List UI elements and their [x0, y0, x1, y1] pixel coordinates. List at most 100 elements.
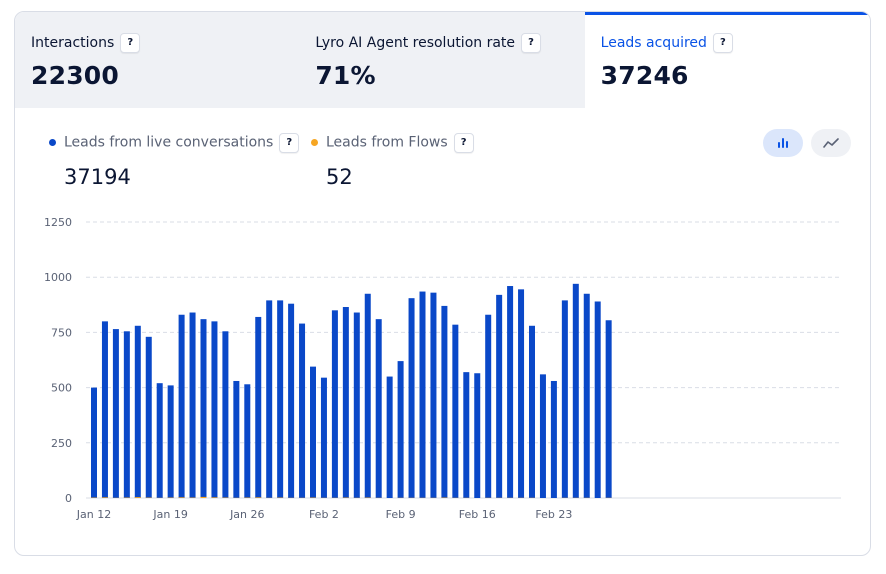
series-dot-icon: [49, 139, 56, 146]
bar-live-conversations: [310, 366, 316, 498]
tab-interactions[interactable]: Interactions? 22300: [15, 12, 300, 108]
bar-flows: [200, 496, 207, 498]
bar-live-conversations: [518, 289, 525, 498]
bar-live-conversations: [167, 385, 174, 498]
legend-live-conversations[interactable]: Leads from live conversations? 37194: [49, 132, 300, 189]
bar-live-conversations: [419, 291, 426, 498]
bar-live-conversations: [507, 286, 514, 498]
bar-live-conversations: [474, 373, 481, 498]
x-tick-label: Feb 16: [459, 508, 496, 521]
line-chart-icon: [823, 138, 839, 148]
x-tick-label: Feb 9: [386, 508, 416, 521]
bar-live-conversations: [211, 321, 218, 498]
bar-live-conversations: [222, 331, 229, 498]
help-icon[interactable]: ?: [453, 132, 474, 153]
bar-live-conversations: [605, 320, 612, 498]
bar-live-conversations: [364, 293, 371, 498]
bar-live-conversations: [397, 361, 404, 498]
y-tick-label: 0: [65, 492, 72, 505]
bar-chart-icon: [778, 138, 788, 148]
bar-live-conversations: [112, 329, 119, 498]
leads-bar-chart: 0 250 500 750 1000 1250 Jan 12 Jan 19 Jan 26 Feb …: [44, 216, 841, 521]
bar-live-conversations: [452, 324, 459, 498]
legend-label: Leads from Flows: [326, 134, 448, 151]
bar-live-conversations: [441, 305, 448, 498]
bar-live-conversations: [277, 300, 284, 498]
tab-header: Interactions?: [31, 32, 299, 53]
bar-chart-toggle[interactable]: [763, 129, 803, 157]
bar-live-conversations: [594, 301, 601, 498]
bar-live-conversations: [539, 374, 546, 498]
y-tick-label: 750: [51, 326, 72, 339]
y-tick-label: 1000: [44, 271, 72, 284]
bar-live-conversations: [299, 323, 306, 498]
legend-label: Leads from live conversations: [64, 134, 274, 151]
bar-flows: [178, 497, 185, 498]
x-tick-label: Jan 26: [229, 508, 264, 521]
legend-value: 52: [326, 164, 353, 189]
help-icon[interactable]: ?: [120, 32, 141, 53]
bar-live-conversations: [331, 310, 338, 498]
bar-live-conversations: [496, 294, 503, 498]
bar-live-conversations: [134, 325, 141, 498]
bar-live-conversations: [91, 387, 97, 498]
bar-live-conversations: [145, 336, 152, 498]
bar-live-conversations: [561, 300, 568, 498]
help-icon[interactable]: ?: [521, 32, 542, 53]
legend-flows[interactable]: Leads from Flows? 52: [311, 132, 474, 189]
bar-flows: [101, 497, 108, 498]
help-icon[interactable]: ?: [279, 132, 300, 153]
x-tick-label: Jan 19: [152, 508, 187, 521]
tab-value: 37246: [600, 60, 689, 90]
tab-header: Lyro AI Agent resolution rate?: [315, 32, 584, 53]
bar-live-conversations: [288, 303, 295, 498]
bar-live-conversations: [572, 283, 579, 498]
bar-live-conversations: [430, 292, 437, 498]
bar-live-conversations: [244, 384, 251, 498]
tab-leads-acquired[interactable]: Leads acquired? 37246: [584, 12, 870, 108]
bar-live-conversations: [255, 316, 262, 498]
bar-flows: [134, 497, 141, 498]
x-tick-label: Feb 23: [535, 508, 572, 521]
bar-live-conversations: [156, 383, 163, 498]
tab-value: 71%: [315, 60, 376, 90]
legend-value: 37194: [64, 164, 131, 189]
bar-live-conversations: [485, 314, 492, 498]
line-chart-toggle[interactable]: [811, 129, 851, 157]
bar-live-conversations: [386, 376, 393, 498]
bar-live-conversations: [320, 377, 327, 498]
bar-live-conversations: [408, 298, 415, 498]
tab-label: Lyro AI Agent resolution rate: [315, 34, 516, 51]
tab-value: 22300: [31, 60, 119, 90]
tab-label: Leads acquired: [600, 34, 707, 51]
bar-live-conversations: [178, 314, 185, 498]
legend-header: Leads from Flows?: [311, 132, 474, 153]
help-icon[interactable]: ?: [712, 32, 733, 53]
y-tick-label: 1250: [44, 216, 72, 229]
tab-lyro-resolution-rate[interactable]: Lyro AI Agent resolution rate? 71%: [299, 12, 585, 108]
x-tick-label: Feb 2: [309, 508, 339, 521]
bar-flows: [211, 497, 218, 498]
bar-flows: [255, 497, 262, 498]
bar-live-conversations: [353, 312, 360, 498]
metric-tabs: Interactions? 22300 Lyro AI Agent resolu…: [15, 12, 870, 108]
y-tick-label: 250: [51, 437, 72, 450]
tab-header: Leads acquired?: [601, 32, 870, 53]
tab-label: Interactions: [31, 34, 115, 51]
bar-live-conversations: [342, 307, 349, 498]
bar-live-conversations: [123, 331, 130, 498]
bar-live-conversations: [189, 312, 196, 498]
bar-live-conversations: [266, 300, 273, 498]
bar-live-conversations: [233, 380, 240, 498]
bar-live-conversations: [463, 372, 470, 498]
bar-live-conversations: [550, 380, 557, 498]
y-tick-label: 500: [51, 382, 72, 395]
bar-live-conversations: [529, 325, 535, 498]
bar-live-conversations: [200, 319, 207, 498]
x-tick-label: Jan 12: [76, 508, 111, 521]
series-dot-icon: [311, 139, 318, 146]
bar-live-conversations: [101, 321, 108, 498]
legend-header: Leads from live conversations?: [49, 132, 300, 153]
bar-live-conversations: [583, 293, 590, 498]
leads-stats-card: Interactions? 22300 Lyro AI Agent resolu…: [14, 11, 871, 556]
